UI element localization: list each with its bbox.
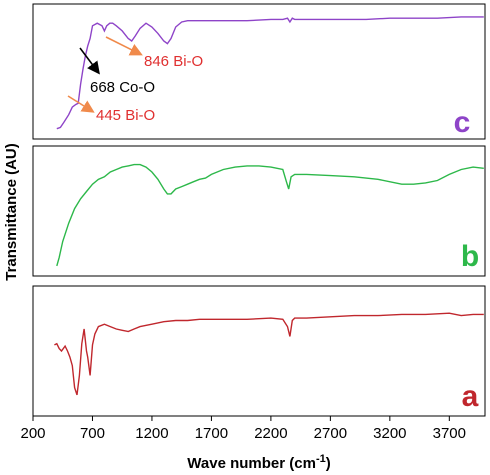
annotation-445-bi-o: 445 Bi-O — [96, 107, 155, 124]
panel-b: b — [32, 145, 486, 277]
arrow-846-bi-o — [105, 36, 143, 56]
x-axis-title-main: Wave number (cm — [187, 455, 316, 472]
x-tick-label-2700: 2700 — [314, 425, 347, 442]
panel-b-frame — [32, 145, 486, 277]
x-tick-label-1700: 1700 — [195, 425, 228, 442]
panel-letter-a: a — [462, 380, 479, 413]
annotation-668-co-o: 668 Co-O — [90, 79, 155, 96]
x-tick-label-3700: 3700 — [433, 425, 466, 442]
y-axis-title: Transmittance (AU) — [3, 143, 20, 281]
panel-letter-c: c — [454, 106, 471, 139]
panel-letter-b: b — [461, 240, 479, 273]
series-line-b — [56, 163, 484, 267]
x-tick-label-700: 700 — [80, 425, 105, 442]
series-line-a — [54, 312, 484, 396]
annotation-846-bi-o: 846 Bi-O — [144, 53, 203, 70]
arrow-445-bi-o — [67, 95, 95, 113]
x-tick-label-3200: 3200 — [373, 425, 406, 442]
x-axis: 200 700 1200 1700 2200 2700 3200 3700 — [20, 416, 466, 442]
x-tick-label-200: 200 — [20, 425, 45, 442]
x-axis-title-close: ) — [326, 455, 331, 472]
x-axis-title: Wave number (cm-1) — [187, 453, 330, 472]
panel-a: a — [32, 285, 486, 417]
x-tick-label-1200: 1200 — [135, 425, 168, 442]
annotations: 846 Bi-O 668 Co-O 445 Bi-O — [67, 36, 203, 124]
panel-c-frame — [32, 3, 486, 140]
panel-a-frame — [32, 285, 486, 417]
series-line-c — [56, 16, 484, 130]
arrow-668-co-o — [79, 47, 100, 75]
panel-c: c — [32, 3, 486, 140]
x-tick-label-2200: 2200 — [254, 425, 287, 442]
x-axis-title-sup: -1 — [316, 453, 326, 465]
